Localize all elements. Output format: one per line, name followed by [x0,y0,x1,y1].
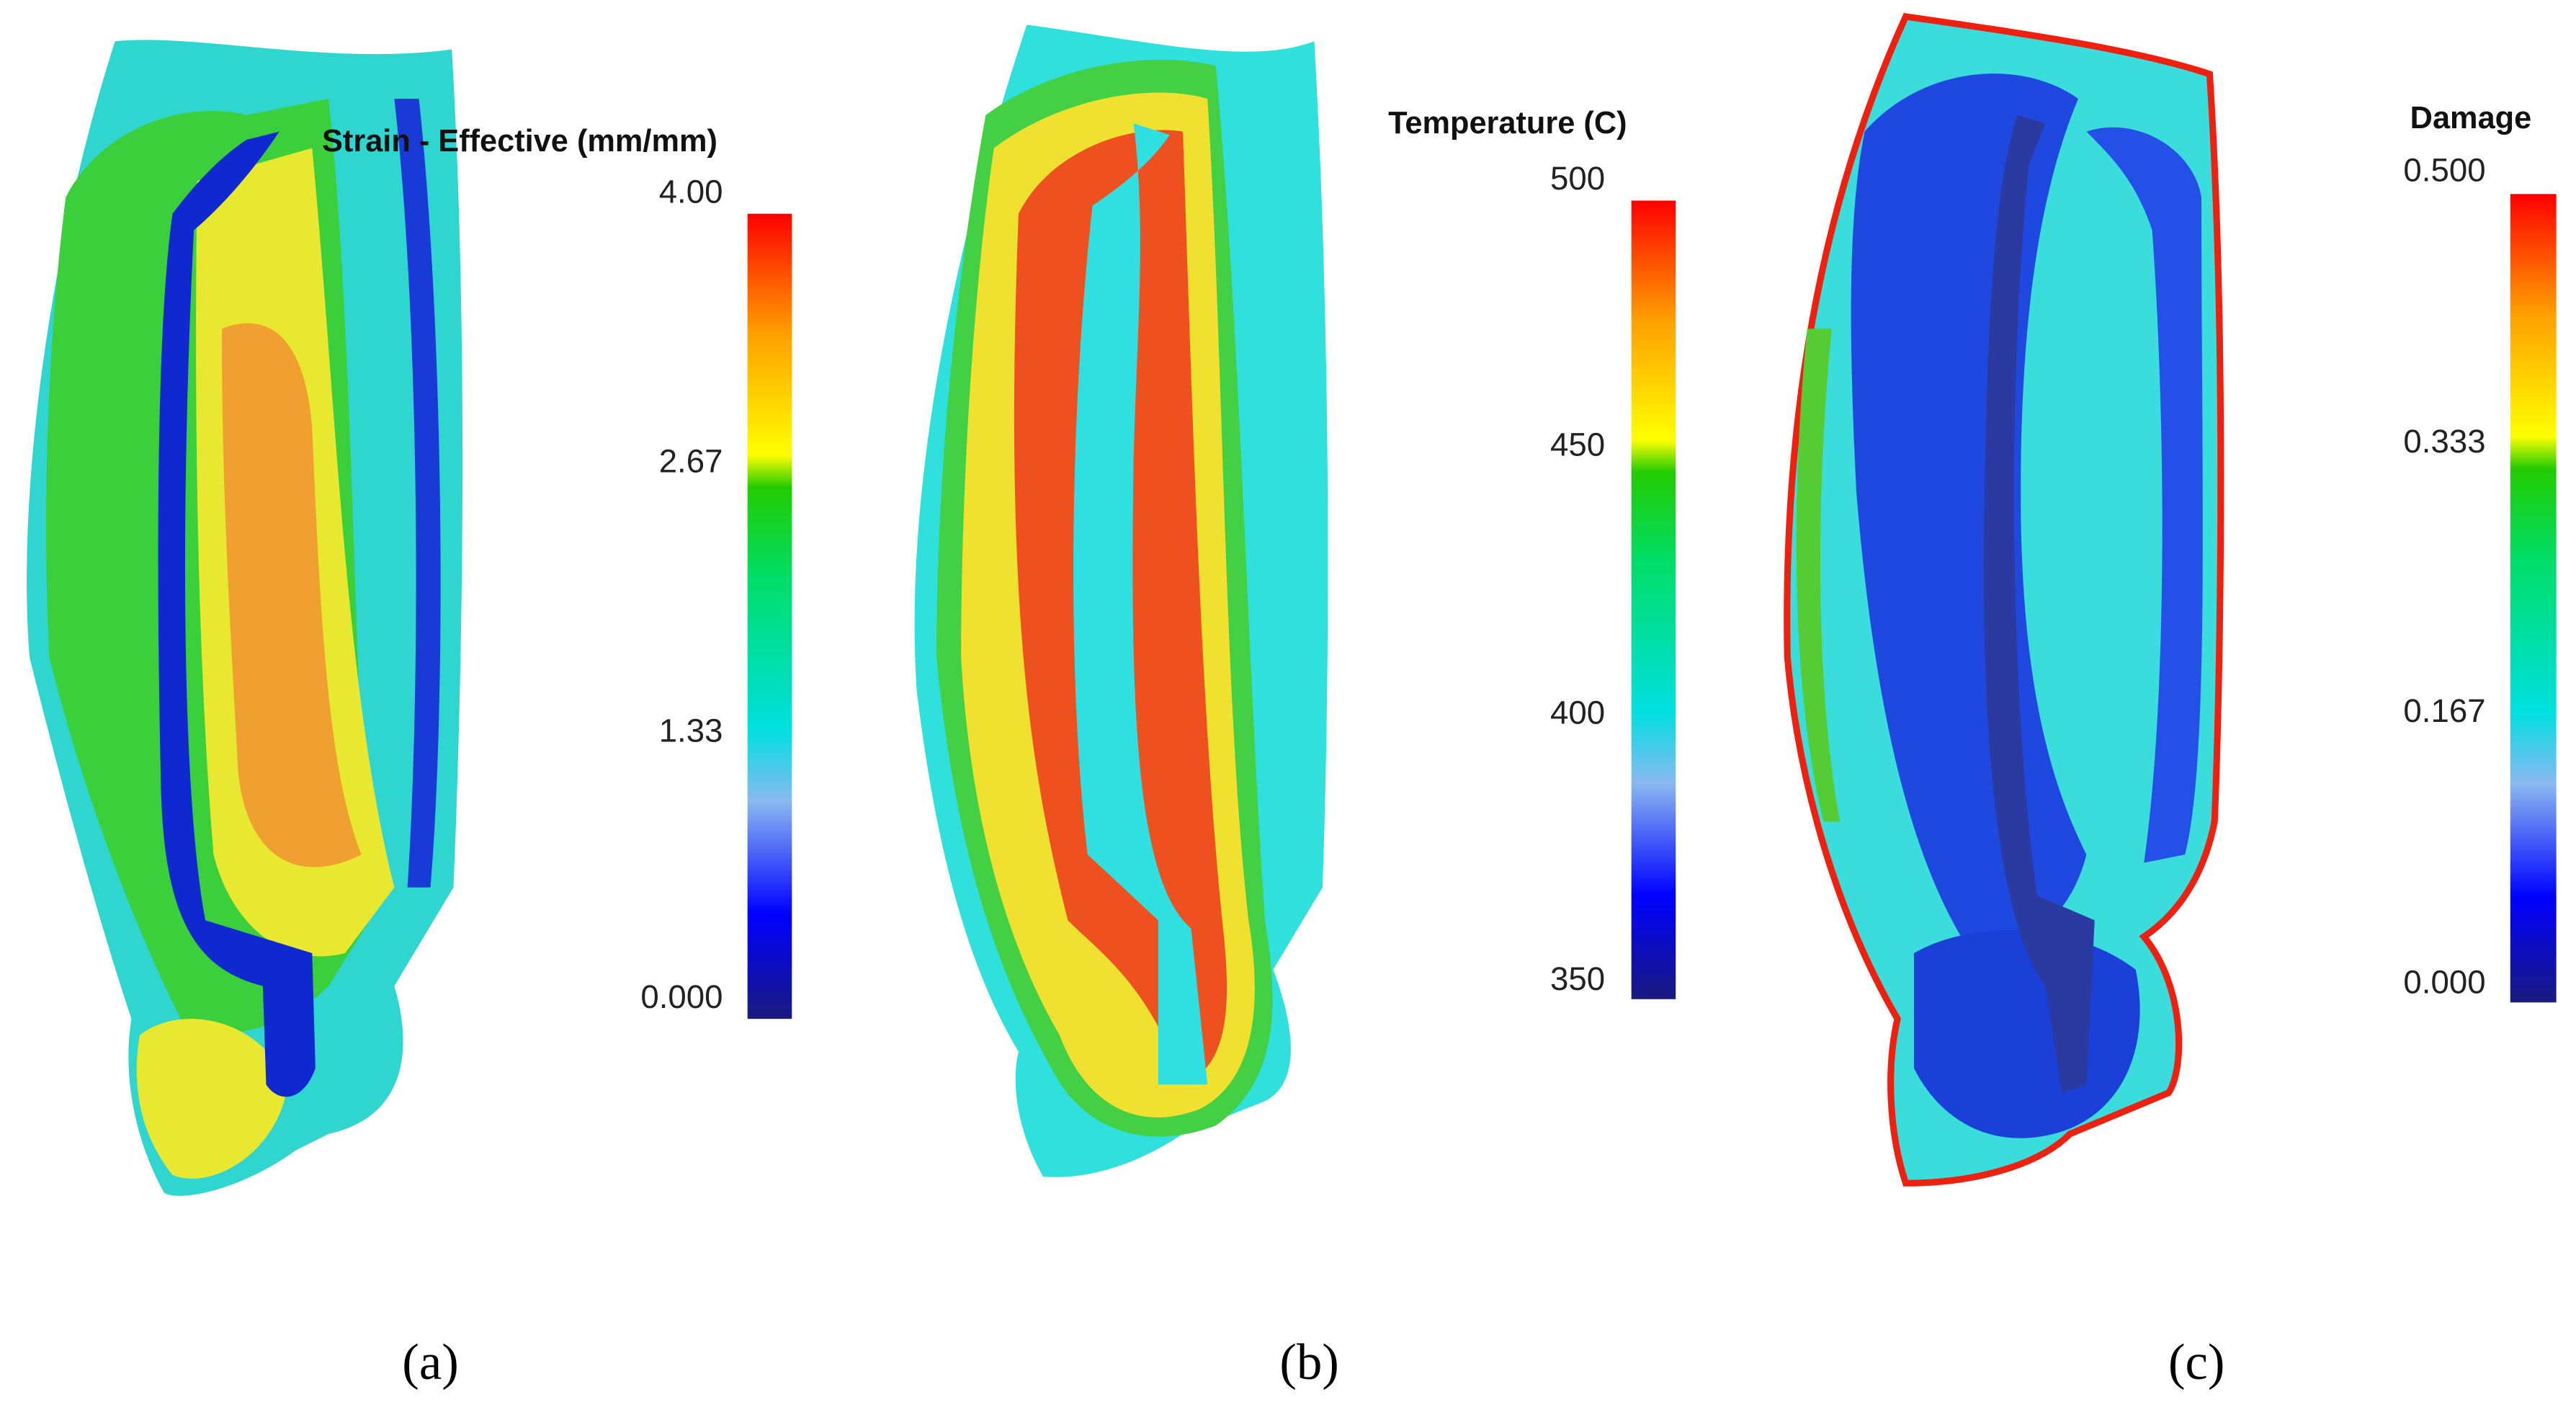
colorbar-tick: 4.00 [659,173,723,210]
colorbar-tick: 400 [1550,694,1605,731]
colorbar-tick: 500 [1550,160,1605,197]
colorbar-tick: 0.000 [2403,963,2485,1000]
colorbar-tick: 0.500 [2403,152,2485,189]
temperature-colorbar [1631,200,1676,999]
colorbar-tick: 0.167 [2403,692,2485,729]
colorbar-tick: 350 [1550,960,1605,997]
strain-colorbar [747,213,792,1019]
colorbar-tick: 2.67 [659,442,723,479]
caption: (a) [402,1334,458,1391]
colorbar-title: Temperature (C) [1388,106,1627,140]
colorbar-tick: 450 [1550,427,1605,463]
colorbar-tick: 0.333 [2403,423,2485,460]
caption: (b) [1279,1334,1338,1391]
colorbar-title: Damage [2410,101,2532,135]
colorbar-tick: 0.000 [640,978,723,1015]
colorbar-tick: 1.33 [659,712,723,749]
damage-contour [1784,13,2224,1187]
damage-colorbar [2510,194,2557,1003]
strain-contour [27,40,463,1196]
temperature-contour [914,24,1328,1177]
colorbar-title: Strain - Effective (mm/mm) [322,124,717,159]
caption: (c) [2168,1334,2224,1391]
